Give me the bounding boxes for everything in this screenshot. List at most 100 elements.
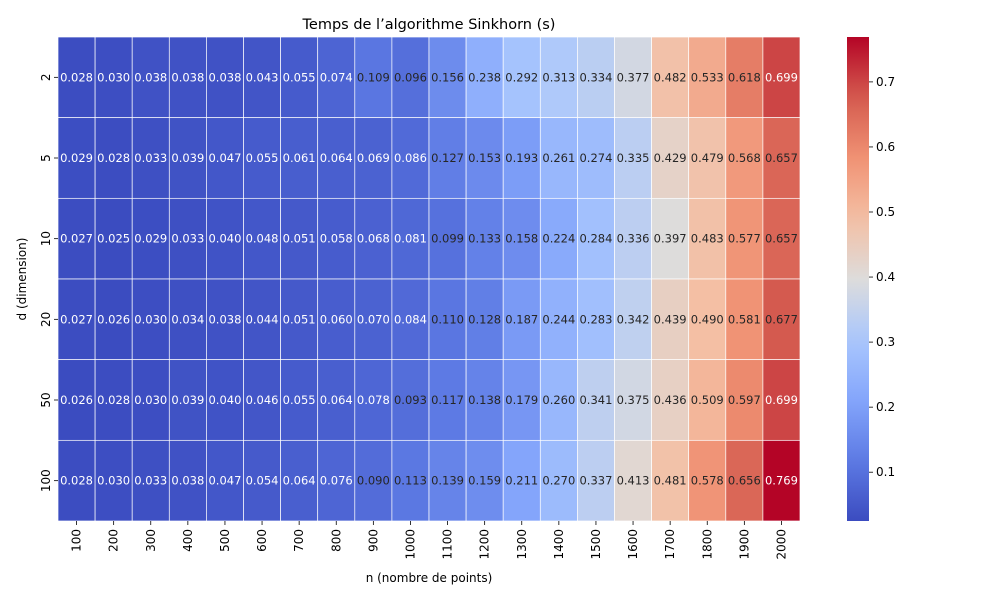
heatmap-cell <box>577 359 615 441</box>
cell-value-label: 0.058 <box>320 232 353 246</box>
x-tick-label: 200 <box>107 529 121 552</box>
heatmap-cell <box>577 117 615 199</box>
cell-value-label: 0.260 <box>542 393 575 407</box>
heatmap-cell <box>465 278 504 361</box>
colorbar-tick-label: 0.6 <box>876 140 895 154</box>
cell-value-label: 0.109 <box>357 70 390 84</box>
heatmap-cell <box>539 197 578 280</box>
cell-value-label: 0.127 <box>431 151 464 165</box>
heatmap-cell <box>280 359 319 441</box>
heatmap-cell <box>280 278 319 361</box>
heatmap-cell <box>206 359 244 441</box>
cell-value-label: 0.656 <box>728 474 761 488</box>
heatmap-cell <box>614 278 652 361</box>
cell-value-label: 0.030 <box>134 312 167 326</box>
heatmap-cell <box>651 359 690 441</box>
cell-value-label: 0.113 <box>394 474 427 488</box>
cell-value-label: 0.479 <box>691 151 724 165</box>
cell-value-label: 0.483 <box>691 232 724 246</box>
heatmap-cell <box>688 278 727 361</box>
heatmap-cell <box>539 278 578 361</box>
cell-value-label: 0.048 <box>246 232 279 246</box>
heatmap-cell <box>762 117 801 199</box>
y-axis-ticks: 2 5 10 20 50 100 <box>39 74 58 492</box>
heatmap-cell <box>317 439 356 522</box>
cell-value-label: 0.051 <box>283 232 316 246</box>
x-tick-label: 1000 <box>403 529 417 560</box>
cell-value-label: 0.261 <box>542 151 575 165</box>
heatmap-cell <box>539 36 578 119</box>
cell-value-label: 0.481 <box>654 474 687 488</box>
cell-value-label: 0.043 <box>246 70 279 84</box>
x-tick-label: 400 <box>181 529 195 552</box>
cell-value-label: 0.033 <box>134 151 167 165</box>
heatmap-cell <box>762 439 801 522</box>
cell-value-label: 0.292 <box>505 70 538 84</box>
cell-value-label: 0.769 <box>765 474 798 488</box>
heatmap-cell <box>94 36 133 119</box>
heatmap-cell <box>502 197 541 280</box>
heatmap-cell <box>539 359 578 441</box>
heatmap-cell <box>465 359 504 441</box>
heatmap-cell <box>762 278 801 361</box>
heatmap-cell <box>317 36 356 119</box>
cell-value-label: 0.334 <box>579 70 612 84</box>
x-tick-label: 500 <box>218 529 232 552</box>
heatmap-cell <box>688 117 727 199</box>
cell-value-label: 0.377 <box>617 70 650 84</box>
cell-value-label: 0.341 <box>579 393 612 407</box>
heatmap-cell <box>94 439 133 522</box>
heatmap-cell <box>428 359 467 441</box>
heatmap-cell <box>317 117 356 199</box>
heatmap-cell <box>206 439 244 522</box>
cell-value-label: 0.081 <box>394 232 427 246</box>
x-tick-label: 1100 <box>441 529 455 560</box>
y-tick-label: 100 <box>39 469 53 492</box>
heatmap-cell <box>614 36 652 119</box>
x-tick-label: 1200 <box>478 529 492 560</box>
cell-value-label: 0.040 <box>208 393 241 407</box>
cell-value-label: 0.047 <box>208 151 241 165</box>
cell-value-label: 0.578 <box>691 474 724 488</box>
cell-value-label: 0.270 <box>542 474 575 488</box>
cell-value-label: 0.313 <box>542 70 575 84</box>
cell-value-label: 0.699 <box>765 70 798 84</box>
colorbar-tick-label: 0.5 <box>876 205 895 219</box>
cell-value-label: 0.099 <box>431 232 464 246</box>
heatmap-cell <box>243 278 281 361</box>
cell-value-label: 0.274 <box>579 151 612 165</box>
cell-value-label: 0.153 <box>468 151 501 165</box>
cell-value-label: 0.074 <box>320 70 353 84</box>
heatmap-cell <box>428 439 467 522</box>
heatmap-cell <box>502 278 541 361</box>
cell-value-label: 0.026 <box>60 393 93 407</box>
heatmap-cell <box>57 117 96 199</box>
heatmap-cell <box>280 117 319 199</box>
heatmap-cell <box>614 359 652 441</box>
heatmap-cell <box>577 197 615 280</box>
x-axis-label: n (nombre de points) <box>366 571 493 585</box>
cell-value-label: 0.337 <box>579 474 612 488</box>
heatmap-cells: 0.028 0.030 0.038 0.038 0.038 0.043 0.055 0.074… <box>57 36 801 522</box>
cell-value-label: 0.096 <box>394 70 427 84</box>
heatmap-cell <box>465 36 504 119</box>
cell-value-label: 0.117 <box>431 393 464 407</box>
heatmap-cell <box>354 117 393 199</box>
cell-value-label: 0.335 <box>617 151 650 165</box>
heatmap-cell <box>168 439 207 522</box>
x-tick-label: 1400 <box>552 529 566 560</box>
cell-value-label: 0.028 <box>60 474 93 488</box>
cell-value-label: 0.029 <box>134 232 167 246</box>
cell-value-label: 0.238 <box>468 70 501 84</box>
x-tick-label: 1900 <box>737 529 751 560</box>
heatmap-cell <box>688 359 727 441</box>
cell-value-label: 0.187 <box>505 312 538 326</box>
cell-value-label: 0.028 <box>60 70 93 84</box>
cell-value-label: 0.128 <box>468 312 501 326</box>
y-tick-label: 5 <box>39 154 53 162</box>
heatmap-cell <box>725 439 764 522</box>
heatmap-cell <box>725 359 764 441</box>
cell-value-label: 0.657 <box>765 151 798 165</box>
cell-value-label: 0.076 <box>320 474 353 488</box>
heatmap-cell <box>317 278 356 361</box>
